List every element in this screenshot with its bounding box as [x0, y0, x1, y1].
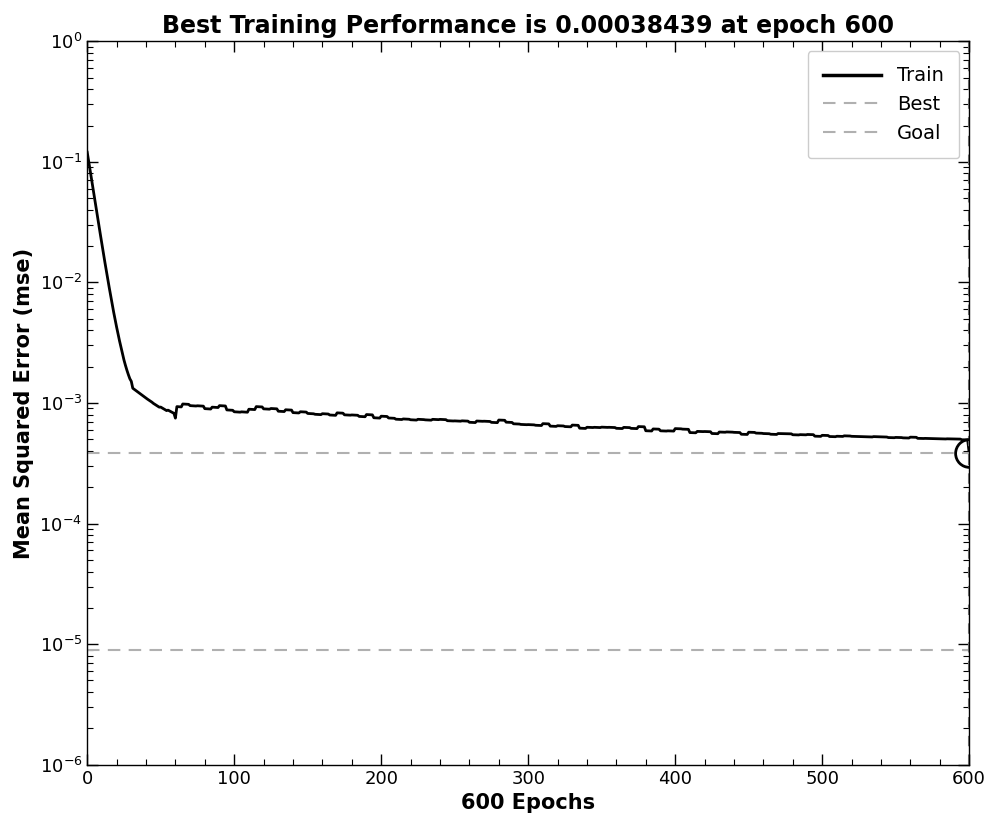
Goal: [81, 645, 93, 655]
Train: [137, 391, 149, 401]
Train: [246, 404, 258, 414]
Train: [81, 147, 93, 157]
Legend: Train, Best, Goal: Train, Best, Goal: [808, 51, 959, 159]
Best: [81, 448, 93, 458]
Goal: [83, 645, 95, 655]
Line: Train: Train: [87, 152, 969, 453]
Train: [935, 434, 947, 444]
Title: Best Training Performance is 0.00038439 at epoch 600: Best Training Performance is 0.00038439 …: [162, 14, 894, 38]
Train: [372, 413, 384, 423]
Train: [904, 433, 916, 442]
Y-axis label: Mean Squared Error (mse): Mean Squared Error (mse): [14, 247, 34, 558]
Train: [784, 429, 796, 439]
Train: [963, 448, 975, 458]
Best: [83, 448, 95, 458]
X-axis label: 600 Epochs: 600 Epochs: [461, 793, 595, 813]
